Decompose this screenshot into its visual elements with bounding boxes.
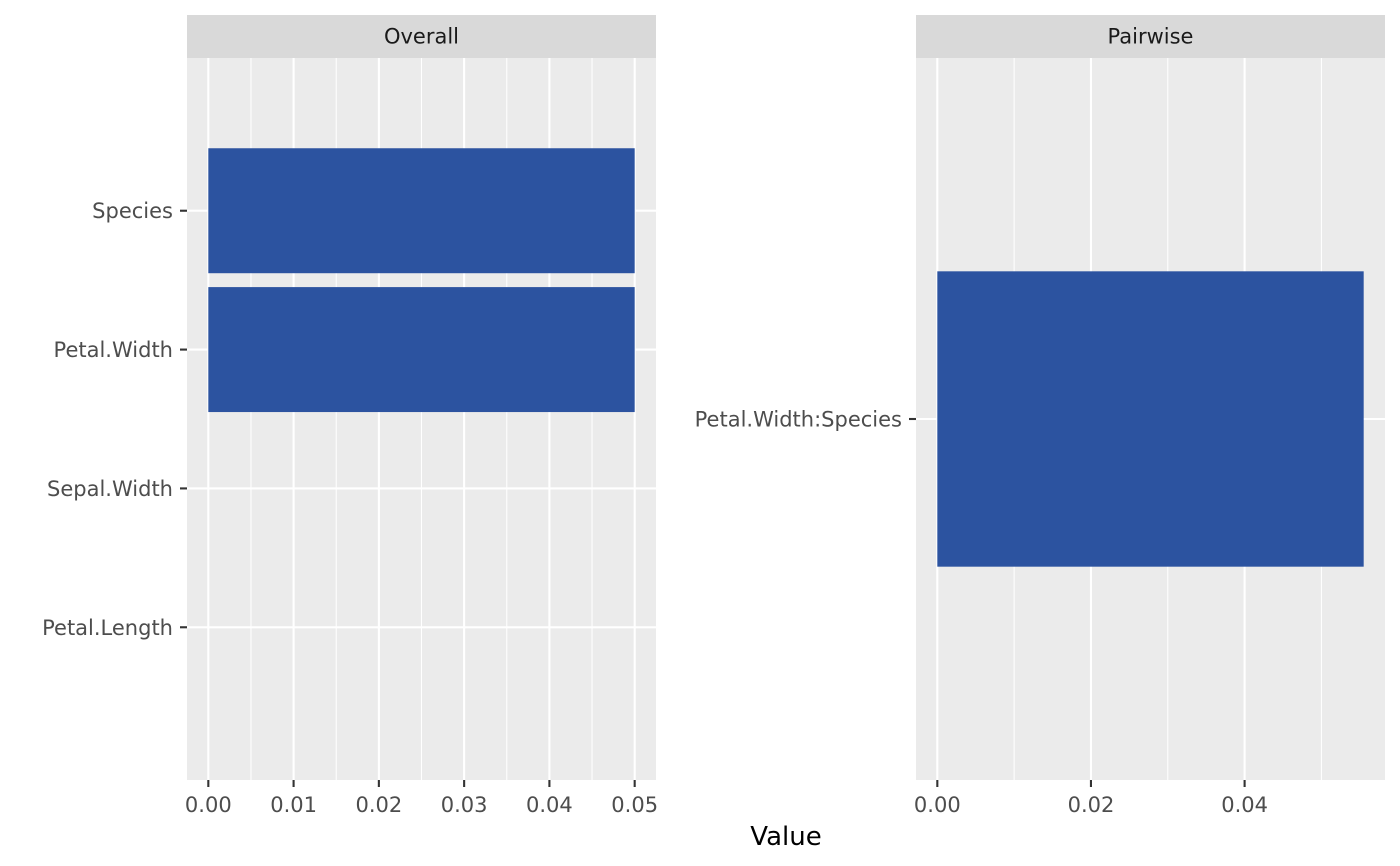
x-tick-label: 0.03 xyxy=(441,793,488,817)
y-tick-label: Petal.Width xyxy=(54,338,173,362)
strip-background xyxy=(187,15,656,58)
panel-pairwise: Pairwise Petal.Width:Species 0.00 0.02 0.04 xyxy=(695,15,1385,817)
x-tick-label: 0.04 xyxy=(526,793,573,817)
strip-label: Pairwise xyxy=(1108,25,1194,49)
x-tick-label: 0.00 xyxy=(185,793,232,817)
bar-petal-width xyxy=(208,287,635,413)
bar-petal-width-species xyxy=(937,271,1364,567)
x-tick-label: 0.02 xyxy=(355,793,402,817)
x-tick-label: 0.00 xyxy=(914,793,961,817)
y-tick-label: Petal.Width:Species xyxy=(695,408,902,432)
x-tick-label: 0.01 xyxy=(270,793,317,817)
y-tick-label: Sepal.Width xyxy=(47,477,173,501)
y-tick-label: Species xyxy=(92,199,173,223)
x-tick-label: 0.02 xyxy=(1068,793,1115,817)
strip-background xyxy=(916,15,1385,58)
bar-species xyxy=(208,148,635,274)
x-tick-label: 0.04 xyxy=(1221,793,1268,817)
x-tick-label: 0.05 xyxy=(611,793,658,817)
panel-overall: Overall Petal.Length Sepal.Width Petal.Widt… xyxy=(42,15,658,817)
panels-group: Overall Petal.Length Sepal.Width Petal.Widt… xyxy=(42,15,1385,817)
y-tick-label: Petal.Length xyxy=(42,616,173,640)
x-axis-title: Value xyxy=(750,822,821,852)
strip-label: Overall xyxy=(384,25,459,49)
